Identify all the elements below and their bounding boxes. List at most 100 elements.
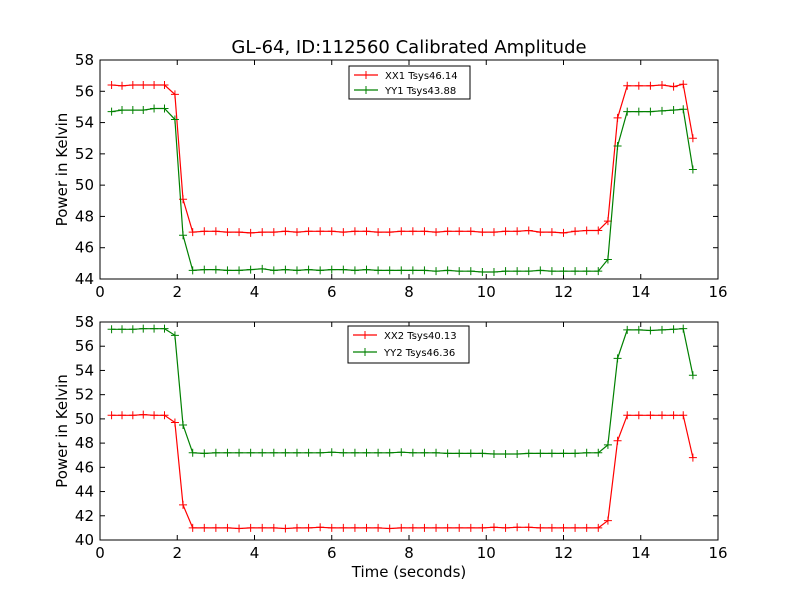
panel2-series1-point — [258, 523, 267, 532]
panel1-title: GL-64, ID:112560 Calibrated Amplitude — [231, 37, 586, 58]
panel1-series2-point — [235, 266, 244, 275]
panel2-series2-point — [594, 448, 603, 457]
panel1-y-tick-label: 52 — [75, 145, 94, 163]
panel2-series1-point — [646, 411, 655, 420]
panel1-series2-point — [536, 266, 545, 275]
panel2-series2-point — [634, 325, 643, 334]
panel2-series1-point — [559, 523, 568, 532]
panel2-x-tick-label: 2 — [172, 544, 182, 562]
panel1-y-tick-label: 58 — [75, 51, 94, 69]
panel1-series2-point — [455, 267, 464, 276]
panel1-series1-point — [292, 228, 301, 237]
panel1-series2-point — [397, 266, 406, 275]
panel2-series1-point — [139, 410, 148, 419]
panel2-x-tick-label: 14 — [631, 544, 650, 562]
panel2-series2-point — [246, 448, 255, 457]
panel2-x-tick-label: 4 — [250, 544, 260, 562]
panel1-series1-point — [211, 227, 220, 236]
panel1-series1-point — [139, 81, 148, 90]
panel1-series1-point — [646, 81, 655, 90]
panel1-series2-point — [188, 266, 197, 275]
panel2-series1-point — [235, 524, 244, 533]
panel1-series2-point — [200, 265, 209, 274]
panel2-series1-point — [160, 411, 169, 420]
panel2-series2-point — [679, 324, 688, 333]
panel2-series2-point — [603, 440, 612, 449]
panel1-series1-point — [170, 90, 179, 99]
panel1-series1-point — [362, 227, 371, 236]
panel1-series1-point — [350, 227, 359, 236]
panel2-series1-point — [188, 523, 197, 532]
panel1-series2-point — [466, 267, 475, 276]
panel1-x-tick-label: 6 — [327, 283, 337, 301]
panel1-x-tick-label: 12 — [554, 283, 573, 301]
panel1-series1-point — [200, 227, 209, 236]
panel1-series1-point — [258, 228, 267, 237]
panel1-series2-point — [634, 107, 643, 116]
panel2-series1-point — [246, 523, 255, 532]
panel1-series2-point — [547, 267, 556, 276]
panel1-series1-point — [339, 228, 348, 237]
panel2-series2-point — [478, 449, 487, 458]
panel1-legend-marker-1 — [362, 71, 370, 79]
panel2-y-tick-label: 52 — [75, 386, 94, 404]
panel1-y-tick-label: 48 — [75, 207, 94, 225]
panel1-series1-point — [634, 81, 643, 90]
panel2-series2-point — [524, 449, 533, 458]
panel2-x-tick-label: 0 — [95, 544, 105, 562]
panel2-series1-point — [269, 523, 278, 532]
panel1-series1-point — [420, 227, 429, 236]
panel2-series1-point — [603, 516, 612, 525]
panel2-series1-point — [408, 523, 417, 532]
panel1-series1-point — [536, 228, 545, 237]
panel2-x-tick-label: 12 — [554, 544, 573, 562]
panel1-series1-point — [547, 228, 556, 237]
panel1-series1-point — [281, 227, 290, 236]
panel2-series2-point — [613, 354, 622, 363]
panel1-series2-point — [150, 104, 159, 113]
panel2-series1-point — [420, 523, 429, 532]
panel2-y-tick-label: 56 — [75, 337, 94, 355]
panel2-series1-point — [128, 411, 137, 420]
panel2-series2-point — [536, 449, 545, 458]
panel1-series2-point — [107, 107, 116, 116]
panel1-series2-point — [292, 266, 301, 275]
panel1-y-tick-label: 44 — [75, 270, 94, 288]
panel1-y-tick-label: 56 — [75, 82, 94, 100]
panel1-series2-point — [559, 267, 568, 276]
panel2-y-axis-label: Power in Kelvin — [53, 374, 71, 488]
panel1-series1-point — [582, 226, 591, 235]
panel2-series1-point — [200, 523, 209, 532]
panel2-x-tick-label: 16 — [708, 544, 727, 562]
panel1-series1-point — [669, 82, 678, 91]
panel2-series1-point — [688, 453, 697, 462]
panel2-series2-point — [107, 325, 116, 334]
panel1-series2-point — [118, 106, 127, 115]
panel2-series1-point — [524, 523, 533, 532]
panel2-series2-point — [179, 420, 188, 429]
panel2-series2-point — [501, 450, 510, 459]
panel2-series1-point — [150, 411, 159, 420]
panel1-series1-point — [513, 227, 522, 236]
panel1-series1-point — [269, 228, 278, 237]
panel2-series1-point — [443, 523, 452, 532]
panel1-legend-label-2: YY1 Tsys43.88 — [384, 86, 456, 97]
panel1-series2-point — [385, 266, 394, 275]
panel1-series1-point — [688, 134, 697, 143]
panel2-series2-point — [188, 448, 197, 457]
panel1-series1-point — [679, 80, 688, 89]
panel2-series2-point — [139, 324, 148, 333]
panel2-series1-point — [623, 411, 632, 420]
panel1-series2-point — [603, 255, 612, 264]
panel2-x-tick-label: 6 — [327, 544, 337, 562]
panel1-series1-point — [489, 228, 498, 237]
panel1-x-tick-label: 4 — [250, 283, 260, 301]
panel1-series1-point — [524, 226, 533, 235]
panel1-series2-point — [688, 165, 697, 174]
panel1-series1-point — [160, 81, 169, 90]
panel2-series1-point — [594, 523, 603, 532]
panel2-series1-point — [304, 523, 313, 532]
panel2-x-tick-label: 10 — [477, 544, 496, 562]
panel1-series2-point — [513, 267, 522, 276]
panel2-series1-point — [571, 523, 580, 532]
